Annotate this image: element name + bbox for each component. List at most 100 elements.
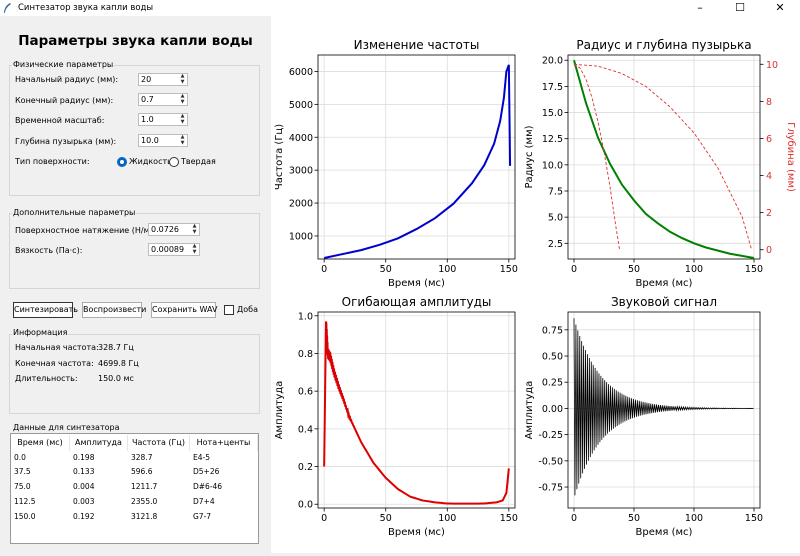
y-tick-label: 1.0 xyxy=(298,311,313,322)
y-tick-label: 15.0 xyxy=(542,108,563,119)
y-tick-label: 0.75 xyxy=(542,325,563,336)
spin-arrows-icon[interactable]: ▲ ▼ xyxy=(180,73,185,85)
y-tick-label: 4000 xyxy=(289,133,313,144)
surface-type-label: Тип поверхности: xyxy=(15,157,90,166)
y-tick-label: 20.0 xyxy=(542,56,563,67)
x-tick-label: 150 xyxy=(500,264,518,275)
y2-tick-label: 2 xyxy=(766,208,772,219)
envelope-line xyxy=(323,321,510,505)
final-radius-spinbox[interactable]: 0.7 ▲ ▼ xyxy=(138,93,188,106)
play-button[interactable]: Воспроизвести xyxy=(82,302,146,318)
spin-arrows-icon[interactable]: ▲ ▼ xyxy=(180,113,185,125)
synth-data-table[interactable]: Время (мс) Амплитуда Частота (Гц) Нота+ц… xyxy=(10,433,259,544)
surface-liquid-radio[interactable] xyxy=(117,157,127,167)
cell-time: 37.5 xyxy=(14,467,31,476)
physical-params-title: Физические параметры xyxy=(12,60,115,69)
plots-figure: 0 50 100 150100020003000400050006000Изменен… xyxy=(274,38,796,538)
table-header-frequency[interactable]: Частота (Гц) xyxy=(128,435,190,451)
table-row[interactable]: 150.0 0.192 3121.8 G7-7 xyxy=(11,511,258,525)
x-axis-label: Время (мс) xyxy=(636,278,693,289)
y-tick-label: 5.0 xyxy=(548,213,563,224)
table-header-time[interactable]: Время (мс) xyxy=(11,435,70,451)
y-tick-label: 10.0 xyxy=(542,160,563,171)
y-tick-label: 0.50 xyxy=(542,352,563,363)
table-row[interactable]: 37.5 0.133 596.6 D5+26 xyxy=(11,466,258,480)
surface-solid-radio[interactable] xyxy=(169,157,179,167)
x-axis-label: Время (мс) xyxy=(388,278,445,289)
close-button[interactable]: ✕ xyxy=(760,0,800,16)
signal-waveform xyxy=(573,318,754,496)
chart-title: Звуковой сигнал xyxy=(611,295,717,309)
surface-tension-spinbox[interactable]: 0.0726 ▲ ▼ xyxy=(148,223,200,236)
add-checkbox[interactable] xyxy=(224,305,234,315)
y2-tick-label: 8 xyxy=(766,97,772,108)
start-freq-value: 328.7 Гц xyxy=(98,343,134,352)
initial-radius-spinbox[interactable]: 20 ▲ ▼ xyxy=(138,73,188,86)
y-axis-label: Амплитуда xyxy=(274,381,285,440)
cell-frequency: 328.7 xyxy=(131,453,153,462)
viscosity-spinbox[interactable]: 0.00089 ▲ ▼ xyxy=(148,243,200,256)
time-scale-label: Временной масштаб: xyxy=(15,116,105,125)
time-scale-spinbox[interactable]: 1.0 ▲ ▼ xyxy=(138,113,188,126)
y2-tick-label: 10 xyxy=(766,60,778,71)
cell-time: 75.0 xyxy=(14,482,31,491)
y-tick-label: 0.0 xyxy=(298,500,313,511)
cell-frequency: 3121.8 xyxy=(131,512,158,521)
maximize-button[interactable]: ☐ xyxy=(720,0,760,16)
table-header-note[interactable]: Нота+центы xyxy=(190,435,258,451)
add-checkbox-label[interactable]: Доба xyxy=(237,305,258,314)
y-axis-label: Частота (Гц) xyxy=(274,124,285,190)
y-tick-label: 17.5 xyxy=(542,82,563,93)
window-title: Синтезатор звука капли воды xyxy=(18,3,154,13)
x-tick-label: 50 xyxy=(380,513,392,524)
bubble-depth-spinbox[interactable]: 10.0 ▲ ▼ xyxy=(138,134,188,147)
x-tick-label: 100 xyxy=(438,513,456,524)
spin-arrows-icon[interactable]: ▲ ▼ xyxy=(192,223,197,235)
x-axis-label: Время (мс) xyxy=(388,527,445,538)
save-wav-button[interactable]: Сохранить WAV xyxy=(151,302,217,318)
surface-liquid-label[interactable]: Жидкость xyxy=(129,157,172,166)
close-icon: ✕ xyxy=(775,1,785,14)
viscosity-value: 0.00089 xyxy=(151,245,185,254)
cell-note: D7+4 xyxy=(193,497,215,506)
y-tick-label: 0.00 xyxy=(542,404,563,415)
chart-title: Изменение частоты xyxy=(354,38,480,52)
y-tick-label: 0.6 xyxy=(298,387,313,398)
surface-solid-label[interactable]: Твердая xyxy=(181,157,216,166)
minimize-button[interactable]: – xyxy=(680,0,720,16)
y-tick-label: 5000 xyxy=(289,100,313,111)
final-radius-value: 0.7 xyxy=(141,95,154,104)
spin-arrows-icon[interactable]: ▲ ▼ xyxy=(180,93,185,105)
y-tick-label: -0.75 xyxy=(538,483,563,494)
y-tick-label: 7.5 xyxy=(548,187,563,198)
end-freq-value: 4699.8 Гц xyxy=(98,359,139,368)
y2-tick-label: 0 xyxy=(766,245,772,256)
x-axis-label: Время (мс) xyxy=(636,527,693,538)
duration-label: Длительность: xyxy=(15,374,78,383)
cell-amplitude: 0.133 xyxy=(73,467,95,476)
y-tick-label: 6000 xyxy=(289,67,313,78)
y-tick-label: 0.4 xyxy=(298,424,313,435)
spin-arrows-icon[interactable]: ▲ ▼ xyxy=(192,243,197,255)
minimize-icon: – xyxy=(697,1,703,14)
y-axis-label: Амплитуда xyxy=(524,381,535,440)
table-row[interactable]: 75.0 0.004 1211.7 D#6-46 xyxy=(11,481,258,495)
synthesize-button[interactable]: Синтезировать xyxy=(13,302,78,318)
chart-title: Огибающая амплитуды xyxy=(342,295,492,309)
table-row[interactable]: 0.0 0.198 328.7 E4-5 xyxy=(11,452,258,466)
cell-note: G7-7 xyxy=(193,512,212,521)
end-freq-label: Конечная частота: xyxy=(15,359,94,368)
x-tick-label: 100 xyxy=(685,513,703,524)
table-header-amplitude[interactable]: Амплитуда xyxy=(70,435,128,451)
y-tick-label: 2000 xyxy=(289,199,313,210)
table-row[interactable]: 112.5 0.003 2355.0 D7+4 xyxy=(11,496,258,510)
cell-time: 112.5 xyxy=(14,497,36,506)
y2-tick-label: 4 xyxy=(766,171,772,182)
spin-arrows-icon[interactable]: ▲ ▼ xyxy=(180,134,185,146)
title-bar: Синтезатор звука капли воды – ☐ ✕ xyxy=(0,0,800,16)
y-tick-label: 0.8 xyxy=(298,349,313,360)
x-tick-label: 50 xyxy=(628,513,640,524)
initial-radius-value: 20 xyxy=(141,75,152,84)
x-tick-label: 100 xyxy=(685,264,703,275)
y-tick-label: 0.25 xyxy=(542,378,563,389)
